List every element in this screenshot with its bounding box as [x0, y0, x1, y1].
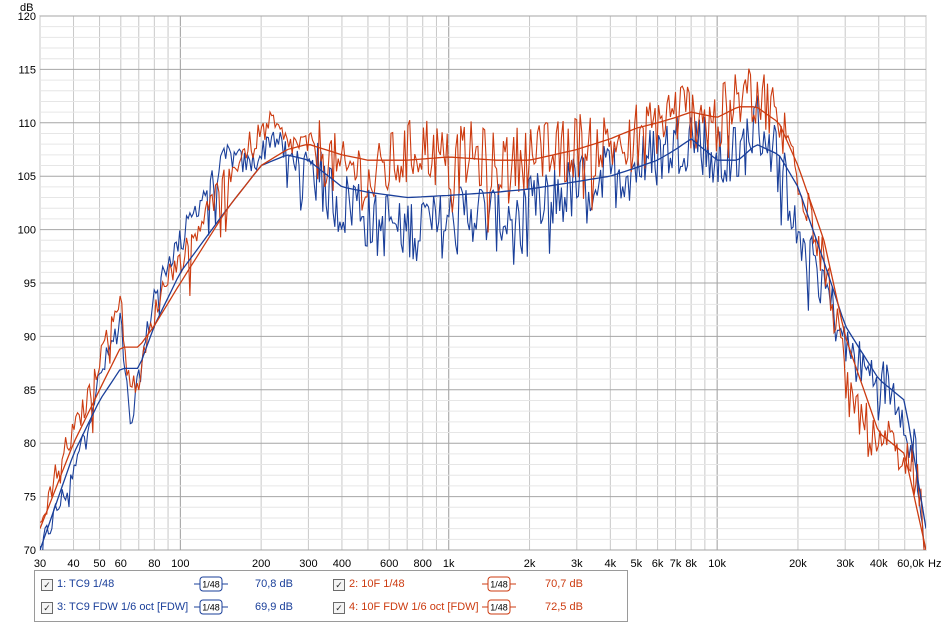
series-lines: [40, 68, 926, 550]
smoothing-label-1: 1/48: [202, 580, 220, 590]
grid: [39, 15, 927, 551]
x-tick-label: 40k: [870, 558, 888, 570]
y-tick-label: 115: [18, 64, 36, 76]
x-tick-label: 1k: [443, 558, 455, 570]
legend-value-1: 70,8 dB: [255, 578, 293, 590]
legend-item-1[interactable]: ✓ 1: TC9 1/48 1/48 70,8 dB ✓ 2: 10F 1/48…: [35, 575, 627, 595]
legend: ✓ 1: TC9 1/48 1/48 70,8 dB ✓ 2: 10F 1/48…: [34, 570, 628, 622]
x-tick-label: 600: [380, 558, 398, 570]
y-unit-label: dB: [20, 2, 33, 14]
smoothing-icon-3[interactable]: 1/48: [194, 599, 228, 615]
legend-name-4: 4: 10F FDW 1/6 oct [FDW]: [349, 601, 479, 613]
x-tick-label: 400: [333, 558, 351, 570]
legend-checkbox-3[interactable]: ✓: [41, 602, 53, 614]
x-tick-label: 80: [148, 558, 160, 570]
smoothing-icon-1[interactable]: 1/48: [194, 576, 228, 592]
smoothing-label-4: 1/48: [490, 603, 508, 613]
smoothing-label-3: 1/48: [202, 603, 220, 613]
legend-value-4: 72,5 dB: [545, 601, 583, 613]
x-tick-label: 40: [67, 558, 79, 570]
legend-value-3: 69,9 dB: [255, 601, 293, 613]
x-tick-label: 2k: [524, 558, 536, 570]
x-tick-label: 8k: [685, 558, 697, 570]
x-tick-label: 300: [299, 558, 317, 570]
legend-name-3: 3: TC9 FDW 1/6 oct [FDW]: [57, 601, 189, 613]
x-tick-label: 50: [93, 558, 105, 570]
smoothing-icon-2[interactable]: 1/48: [482, 576, 516, 592]
x-tick-label: 100: [171, 558, 189, 570]
legend-value-2: 70,7 dB: [545, 578, 583, 590]
y-tick-label: 75: [24, 492, 36, 504]
y-tick-label: 85: [24, 385, 36, 397]
smoothing-label-2: 1/48: [490, 580, 508, 590]
x-tick-labels: 30 40 50 60 80 100 200 300 400 600 800 1k 2k 3k 4k 5k 6k…: [34, 558, 925, 570]
x-tick-label: 200: [252, 558, 270, 570]
y-tick-label: 110: [18, 118, 36, 130]
y-tick-label: 100: [18, 225, 36, 237]
x-tick-label: 10k: [708, 558, 726, 570]
x-tick-label: 800: [414, 558, 432, 570]
x-tick-label: 6k: [652, 558, 664, 570]
legend-item-3[interactable]: ✓ 3: TC9 FDW 1/6 oct [FDW] 1/48 69,9 dB …: [35, 598, 627, 618]
legend-checkbox-2[interactable]: ✓: [333, 579, 345, 591]
x-tick-label: 20k: [789, 558, 807, 570]
series-line-1: [40, 95, 925, 550]
legend-name-1: 1: TC9 1/48: [57, 578, 115, 590]
y-tick-label: 120: [18, 11, 36, 23]
legend-checkbox-1[interactable]: ✓: [41, 579, 53, 591]
series-line-3: [40, 138, 926, 550]
y-tick-label: 105: [18, 171, 36, 183]
x-tick-label: 30k: [836, 558, 854, 570]
y-tick-label: 90: [24, 331, 36, 343]
x-tick-label: 5k: [631, 558, 643, 570]
smoothing-icon-4[interactable]: 1/48: [482, 599, 516, 615]
series-line-2: [40, 68, 925, 550]
frequency-response-chart: 120 115 110 105 100 95 90 85 80 75 70 30 40 50 60 80 10…: [18, 2, 942, 570]
legend-checkbox-4[interactable]: ✓: [333, 602, 345, 614]
y-tick-labels: 120 115 110 105 100 95 90 85 80 75 70: [18, 11, 36, 557]
x-tick-label: 3k: [571, 558, 583, 570]
y-tick-label: 95: [24, 278, 36, 290]
x-unit-label: Hz: [928, 558, 941, 570]
series-line-4: [40, 106, 926, 550]
x-tick-label: 30: [34, 558, 46, 570]
legend-name-2: 2: 10F 1/48: [349, 578, 405, 590]
x-tick-label: 4k: [605, 558, 617, 570]
x-tick-label: 7k: [670, 558, 682, 570]
x-tick-label: 60,0k: [897, 558, 924, 570]
x-tick-label: 60: [115, 558, 127, 570]
y-tick-label: 70: [24, 545, 36, 557]
y-tick-label: 80: [24, 438, 36, 450]
